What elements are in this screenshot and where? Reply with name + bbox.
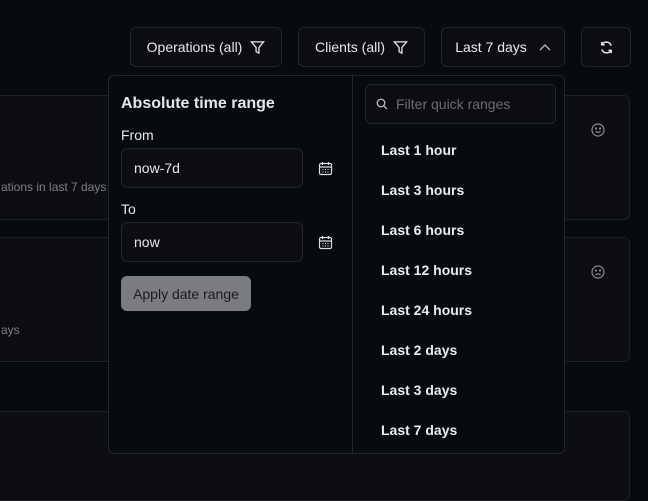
chevron-up-icon [539,44,551,51]
quick-range-item[interactable]: Last 2 days [381,342,458,358]
absolute-range-panel: Absolute time range From now-7d To now A… [109,76,353,453]
time-range-button[interactable]: Last 7 days [441,27,565,67]
time-range-label: Last 7 days [455,39,527,55]
clients-filter-label: Clients (all) [314,39,385,55]
search-icon [376,98,388,110]
filter-icon [250,40,266,54]
clients-filter-button[interactable]: Clients (all) [298,27,425,67]
frown-icon [591,265,605,279]
quick-range-search[interactable]: Filter quick ranges [365,84,556,124]
quick-range-item[interactable]: Last 3 days [381,382,458,398]
operations-filter-button[interactable]: Operations (all) [130,27,282,67]
card-subtitle: ays [1,323,20,337]
smile-icon [591,123,605,137]
card-subtitle: ations in last 7 days [1,180,107,194]
quick-range-item[interactable]: Last 3 hours [381,182,465,198]
refresh-button[interactable] [581,27,631,67]
quick-range-item[interactable]: Last 6 hours [381,222,465,238]
to-input[interactable]: now [121,222,303,262]
calendar-icon[interactable] [318,161,333,176]
apply-date-range-button[interactable]: Apply date range [121,276,251,311]
refresh-icon [600,40,612,54]
to-label: To [121,201,136,217]
quick-range-search-placeholder: Filter quick ranges [396,96,511,112]
calendar-icon[interactable] [318,235,333,250]
quick-range-item[interactable]: Last 1 hour [381,142,457,158]
from-label: From [121,127,154,143]
quick-range-item[interactable]: Last 12 hours [381,262,473,278]
filter-icon [393,40,408,54]
absolute-range-heading: Absolute time range [121,95,275,112]
time-range-popup: Absolute time range From now-7d To now A… [108,75,565,454]
operations-filter-label: Operations (all) [146,39,243,55]
quick-range-item[interactable]: Last 7 days [381,422,458,438]
from-input[interactable]: now-7d [121,148,303,188]
quick-range-item[interactable]: Last 24 hours [381,302,473,318]
